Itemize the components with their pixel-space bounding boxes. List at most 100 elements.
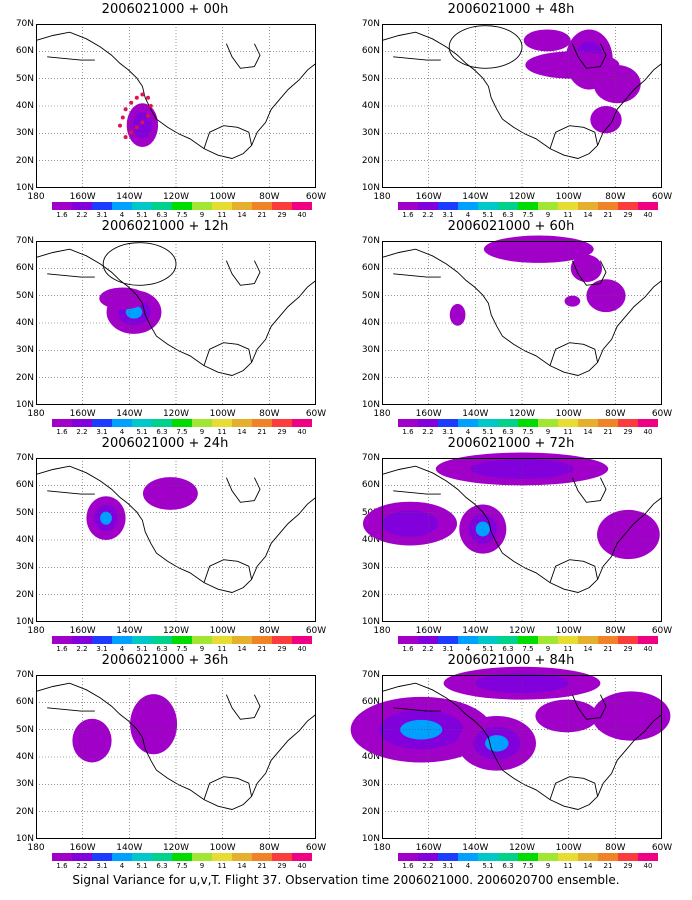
colorbar-label: 2.2 [422, 428, 434, 436]
colorbar-swatch [72, 419, 92, 427]
colorbar-swatch [438, 419, 458, 427]
colorbar-swatch [212, 853, 232, 861]
colorbar-swatch [52, 853, 72, 861]
colorbar-label: 11 [563, 211, 573, 219]
variance-region [100, 511, 112, 525]
colorbar-swatch [252, 202, 272, 210]
colorbar-label: 5.1 [482, 645, 494, 653]
coastline [549, 125, 599, 149]
colorbar-swatch [498, 202, 518, 210]
colorbar-swatch [192, 419, 212, 427]
panel-title: 2006021000 + 00h [101, 2, 229, 17]
coastline [225, 43, 261, 69]
panel-title: 2006021000 + 48h [447, 2, 575, 17]
colorbar-swatch [558, 202, 578, 210]
latitude-label: 50N [15, 73, 34, 84]
colorbar-swatch [112, 202, 132, 210]
colorbar-label: 4 [465, 645, 471, 653]
longitude-label: 140W [462, 409, 489, 419]
map-frame [382, 675, 662, 839]
colorbar-swatch [172, 202, 192, 210]
variance-region [592, 691, 671, 741]
observation-point [146, 113, 150, 118]
variance-region [475, 521, 490, 537]
colorbar [398, 419, 658, 427]
colorbar-label: 6.3 [156, 211, 168, 219]
colorbar-swatch [458, 853, 478, 861]
latitude-label: 10N [15, 617, 34, 627]
colorbar-swatch [172, 636, 192, 644]
latitude-label: 40N [361, 318, 380, 328]
latitude-label: 70N [15, 670, 34, 680]
longitude-label: 60W [651, 409, 673, 419]
latitude-label: 70N [361, 19, 380, 29]
longitude-label: 120W [162, 192, 190, 202]
colorbar-label: 21 [603, 645, 613, 653]
colorbar-swatch [558, 419, 578, 427]
colorbar-swatch [598, 202, 618, 210]
colorbar-swatch [52, 419, 72, 427]
colorbar-swatch [558, 853, 578, 861]
coastline [47, 707, 95, 712]
panel-title: 2006021000 + 84h [447, 653, 575, 668]
observation-point [148, 104, 153, 108]
panel-title: 2006021000 + 72h [447, 436, 575, 451]
latitude-label: 20N [361, 806, 380, 817]
longitude-label: 80W [605, 626, 626, 636]
colorbar-swatch [458, 636, 478, 644]
colorbar-label: 21 [257, 428, 267, 436]
coastline [549, 559, 599, 583]
latitude-label: 50N [15, 724, 34, 735]
colorbar-swatch [212, 636, 232, 644]
latitude-label: 50N [15, 290, 34, 301]
latitude-label: 30N [15, 779, 34, 790]
colorbar-label: 1.6 [56, 862, 68, 870]
map-area [35, 241, 317, 405]
observation-point [134, 125, 139, 130]
colorbar-label: 2.2 [422, 862, 434, 870]
colorbar-label: 11 [563, 645, 573, 653]
longitude-label: 120W [508, 626, 536, 636]
latitude-label: 60N [361, 697, 380, 708]
latitude-label: 10N [361, 183, 380, 193]
map-frame [36, 24, 316, 188]
colorbar-swatch [438, 636, 458, 644]
colorbar-label: 9 [199, 428, 205, 436]
colorbar-label: 11 [217, 211, 227, 219]
longitude-label: 160W [415, 192, 442, 202]
longitude-label: 180 [373, 192, 391, 202]
longitude-label: 100W [209, 409, 236, 419]
colorbar-swatch [418, 419, 438, 427]
longitude-label: 60W [305, 192, 327, 202]
latitude-label: 30N [15, 562, 34, 573]
observation-point [134, 95, 139, 100]
colorbar [398, 636, 658, 644]
longitude-label: 160W [69, 626, 96, 636]
latitude-label: 20N [361, 589, 380, 600]
coastline [203, 342, 253, 366]
latitude-label: 40N [361, 101, 380, 111]
longitude-label: 80W [259, 626, 280, 636]
map-panel: 2006021000 + 24h 70N 60N 50N 40N 30N 20N 10N 180… [0, 436, 330, 653]
colorbar-label: 29 [277, 428, 287, 436]
colorbar-label: 2.2 [76, 645, 88, 653]
colorbar [52, 202, 312, 210]
colorbar-swatch [52, 202, 72, 210]
colorbar-label: 1.6 [56, 211, 68, 219]
longitude-label: 80W [259, 409, 280, 419]
colorbar-label: 6.3 [156, 645, 168, 653]
colorbar-swatch [558, 636, 578, 644]
colorbar-swatch [152, 419, 172, 427]
coastline [203, 776, 253, 800]
panel-title: 2006021000 + 60h [447, 219, 575, 234]
longitude-label: 180 [373, 409, 391, 419]
colorbar-swatch [398, 202, 418, 210]
colorbar-label: 1.6 [402, 211, 414, 219]
colorbar-label: 5.1 [482, 428, 494, 436]
colorbar-swatch [192, 202, 212, 210]
colorbar-label: 14 [583, 428, 593, 436]
colorbar-swatch [272, 419, 292, 427]
colorbar-swatch [92, 419, 112, 427]
colorbar-swatch [252, 419, 272, 427]
variance-region [564, 295, 581, 307]
